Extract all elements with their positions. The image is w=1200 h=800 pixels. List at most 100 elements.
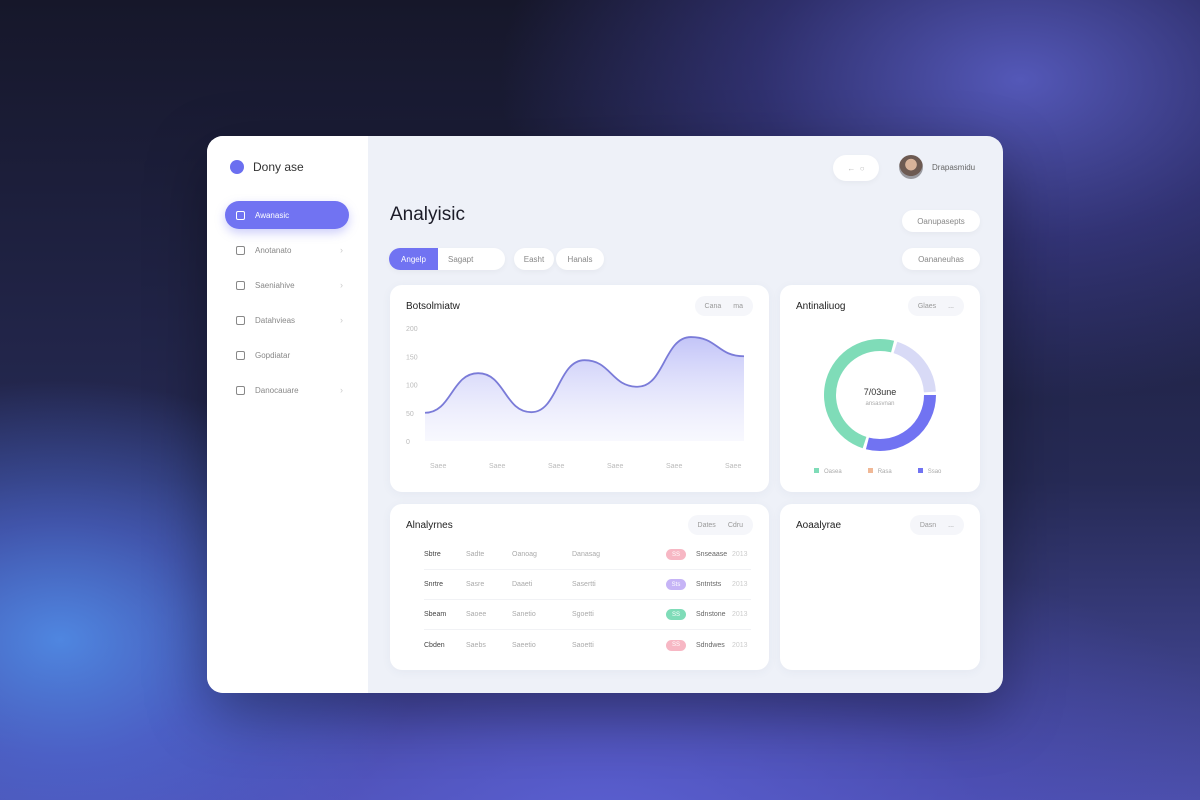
status-badge: SS [666, 609, 686, 620]
legend-label: Oasea [824, 469, 842, 475]
range-toggle[interactable]: Cana ma [694, 296, 753, 316]
legend-swatch [814, 468, 819, 473]
table-cell: 2013 [732, 551, 748, 558]
table-cell: Sanetio [512, 611, 536, 618]
x-tick-label: Saee [430, 463, 446, 470]
sidebar-item[interactable]: Anotanato › [225, 236, 349, 264]
calendar-icon [236, 385, 245, 395]
sidebar-item-label: Danocauare [255, 385, 299, 395]
chevron-right-icon: › [340, 245, 343, 255]
chevron-right-icon: › [340, 315, 343, 325]
table-cell: Sbtre [424, 551, 441, 558]
chevron-right-icon: › [340, 385, 343, 395]
table-cell: Oanoag [512, 551, 537, 558]
table-toggle[interactable]: Dates Cdru [687, 515, 753, 535]
table-cell: Sntntsts [696, 581, 722, 588]
seg-option[interactable]: Cdru [727, 521, 743, 529]
table-cell: Snseaase [696, 551, 728, 558]
area-fill [425, 337, 744, 441]
legend-label: Ssao [927, 469, 942, 475]
search-button[interactable]: ← ○ [833, 155, 879, 181]
sidebar-item-label: Anotanato [255, 245, 292, 255]
folder-icon [236, 350, 245, 360]
app-window: Dony ase Awanasic Anotanato › Saeniahive › Da… [207, 136, 1003, 693]
legend-swatch [867, 468, 873, 473]
page-title: Analyisic [390, 204, 465, 225]
table-cell: 2013 [732, 611, 748, 618]
avatar[interactable] [899, 155, 923, 179]
table-cell: Daaeti [512, 581, 533, 588]
legend-item: Ssao [917, 468, 942, 475]
chevron-right-icon: › [340, 280, 343, 290]
filter-toggle[interactable]: Glaes... [907, 296, 964, 316]
sidebar-item-label: Awanasic [255, 210, 290, 220]
seg-option[interactable]: ... [948, 521, 954, 529]
table-cell: 2013 [732, 581, 748, 588]
action-button-2[interactable]: Oananeuhas [902, 248, 980, 270]
line-chart-card: Botsolmiatw Cana ma 200 150 100 50 0 Saee Saee S… [390, 285, 769, 492]
card-title: Alnalyrnes [406, 520, 453, 531]
table-cell: Danasag [572, 551, 601, 558]
bar-chart-card: Aoaalyrae Dasn... 4003002001000SaooSaooS… [780, 504, 980, 670]
x-tick-label: Saee [666, 463, 682, 470]
bar-chart: 4003002001000SaooSaooSaoo [780, 504, 980, 670]
donut-slice [865, 394, 936, 451]
donut-slice [893, 341, 936, 393]
seg-option[interactable]: Cana [704, 302, 722, 310]
sidebar-item-label: Gopdiatar [255, 350, 291, 360]
logo-icon [230, 160, 244, 174]
sidebar-item[interactable]: Danocauare › [225, 376, 349, 404]
x-tick-label: Saee [725, 463, 741, 470]
sidebar: Dony ase Awanasic Anotanato › Saeniahive › Da… [207, 136, 368, 693]
legend-item: Oasea [814, 468, 842, 475]
x-tick-label: Saee [548, 463, 564, 470]
seg-option[interactable]: Dates [697, 521, 716, 529]
seg-option[interactable]: ma [733, 302, 743, 310]
search-icon [236, 280, 245, 290]
y-tick-label: 100 [406, 383, 418, 390]
search-icon: ○ [859, 163, 865, 173]
card-title: Aoaalyrae [796, 520, 842, 531]
seg-option[interactable]: Dasn [919, 521, 937, 529]
table-card: Alnalyrnes Dates Cdru Sbtre Sadte Oanoag Dan… [390, 504, 769, 670]
action-button-1[interactable]: Oanupasepts [902, 210, 980, 232]
tab-group: Angelp Sagapt [389, 248, 505, 270]
table-cell: Saoetti [572, 641, 594, 649]
tab-0[interactable]: Angelp [389, 248, 438, 270]
status-badge: SS [666, 639, 686, 651]
table-row[interactable]: Cbden Saebs Saeetio Saoetti SS Sdndwes 2013 [424, 630, 751, 660]
table-cell: Sdnstone [696, 611, 726, 618]
seg-option[interactable]: ... [948, 302, 954, 310]
y-tick-label: 150 [406, 354, 418, 361]
user-name: Drapasmidu [932, 163, 976, 172]
tab-2[interactable]: Easht [514, 248, 554, 270]
sidebar-item-label: Datahvieas [255, 315, 296, 325]
inbox-icon [236, 315, 245, 325]
tab-3[interactable]: Hanals [556, 248, 604, 270]
table-row[interactable]: Snrtre Sasre Daaeti Sasertti Sts Sntntsts 2013 [424, 570, 751, 600]
sidebar-item[interactable]: Datahvieas › [225, 306, 349, 334]
bar-toggle[interactable]: Dasn... [909, 515, 964, 535]
legend-label: Rasa [877, 469, 892, 475]
donut-chart [824, 339, 936, 451]
table-cell: Sasre [466, 581, 485, 588]
sidebar-item[interactable]: Awanasic [225, 201, 349, 229]
table-cell: Saeetio [512, 641, 536, 649]
line-chart: 200 150 100 50 0 Saee Saee Saee Saee Saee Saee [406, 326, 745, 470]
card-title: Antinaliuog [796, 301, 846, 312]
seg-option[interactable]: Glaes [917, 302, 937, 310]
table-cell: Snrtre [424, 581, 444, 588]
x-tick-label: Saee [489, 463, 505, 470]
sidebar-item[interactable]: Saeniahive › [225, 271, 349, 299]
legend-item: Rasa [867, 468, 892, 475]
y-tick-label: 0 [406, 439, 410, 446]
status-badge: SS [666, 549, 686, 560]
tab-1[interactable]: Sagapt [448, 254, 474, 264]
table-cell: Sasertti [572, 581, 596, 588]
table-cell: Saebs [466, 641, 486, 649]
card-title: Botsolmiatw [406, 301, 460, 312]
table-cell: Saoee [466, 611, 487, 618]
table-row[interactable]: Sbtre Sadte Oanoag Danasag SS Snseaase 2013 [424, 540, 751, 570]
sidebar-item[interactable]: Gopdiatar [225, 341, 349, 369]
table-row[interactable]: Sbeam Saoee Sanetio Sgoetti SS Sdnstone 2013 [424, 600, 751, 630]
